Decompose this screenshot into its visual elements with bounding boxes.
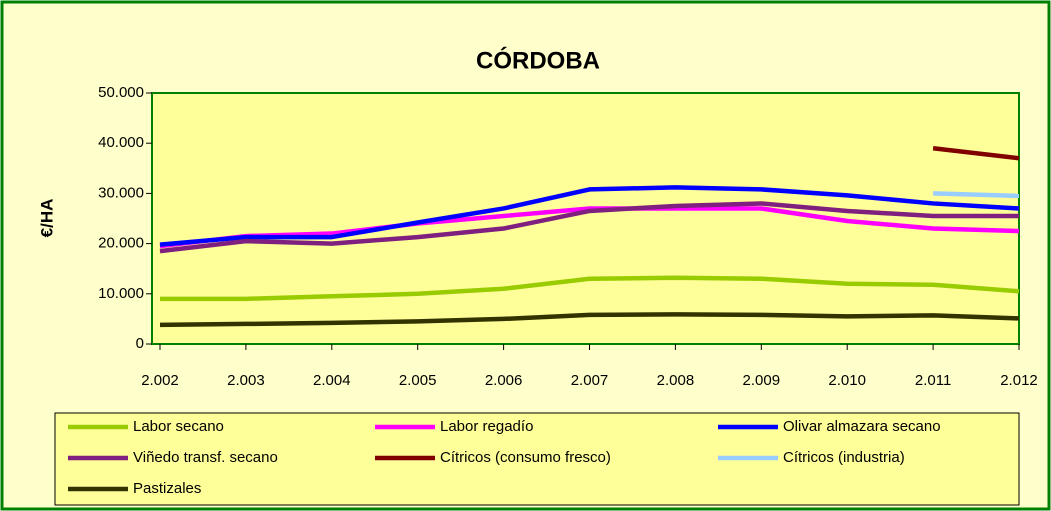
x-tick-label: 2.011	[915, 372, 951, 389]
legend-label: Olivar almazara secano	[783, 418, 941, 435]
x-tick-label: 2.008	[657, 372, 695, 389]
y-tick-label: 10.000	[98, 285, 144, 302]
x-tick-label: 2.003	[227, 372, 265, 389]
series-line	[159, 185, 1020, 247]
series-line	[159, 206, 1020, 249]
legend-label: Labor secano	[133, 418, 224, 435]
plot-area	[151, 92, 1020, 345]
y-tick-label: 30.000	[98, 184, 144, 201]
x-tick-label: 2.006	[485, 372, 523, 389]
y-tick-label: 50.000	[98, 84, 144, 101]
y-tick-label: 40.000	[98, 134, 144, 151]
x-tick-label: 2.004	[313, 372, 351, 389]
series-line	[159, 312, 1020, 328]
series-line	[159, 201, 1019, 254]
x-tick-label: 2.002	[141, 372, 179, 389]
x-tick-label: 2.010	[828, 372, 866, 389]
x-tick-label: 2.012	[1000, 372, 1038, 389]
chart-title: CÓRDOBA	[476, 46, 600, 74]
legend-label: Labor regadío	[440, 418, 533, 435]
y-tick-label: 0	[136, 335, 144, 352]
series-line	[932, 145, 1020, 161]
y-tick-label: 20.000	[98, 235, 144, 252]
legend	[54, 412, 1020, 506]
y-axis-label: €/HA	[37, 199, 56, 238]
legend-label: Cítricos (industria)	[783, 449, 905, 466]
x-tick-label: 2.009	[743, 372, 781, 389]
series-line	[933, 191, 1020, 199]
x-tick-label: 2.007	[571, 372, 609, 389]
series-line	[160, 275, 1020, 302]
legend-label: Pastizales	[133, 480, 201, 497]
legend-label: Viñedo transf. secano	[133, 449, 278, 466]
legend-label: Cítricos (consumo fresco)	[440, 449, 611, 466]
x-tick-label: 2.005	[399, 372, 437, 389]
